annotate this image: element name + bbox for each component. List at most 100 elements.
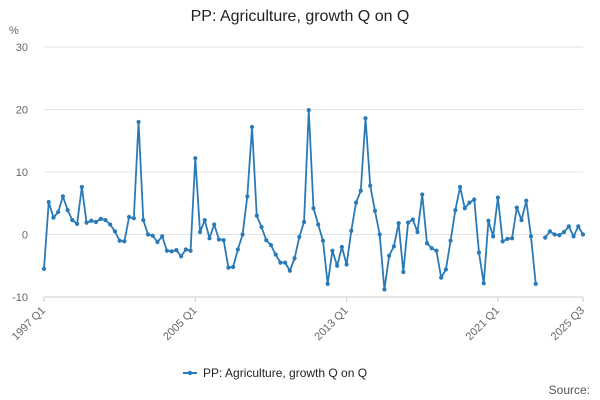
data-point [193, 156, 198, 161]
data-point [197, 229, 203, 235]
data-point [188, 248, 193, 253]
data-point [429, 246, 434, 251]
data-point [552, 232, 557, 237]
data-point [164, 248, 170, 253]
y-axis-unit: % [9, 25, 19, 37]
data-point [145, 232, 151, 237]
data-point [98, 216, 103, 221]
data-point [41, 266, 47, 271]
data-point [339, 244, 344, 250]
data-point [576, 224, 581, 229]
data-point [410, 217, 415, 222]
data-point [439, 275, 444, 280]
data-point [216, 237, 222, 242]
data-point [108, 222, 113, 227]
data-point [183, 247, 188, 252]
data-point [51, 215, 56, 220]
data-point [363, 116, 368, 121]
data-point [415, 229, 420, 235]
data-point [202, 218, 207, 223]
data-point [353, 200, 359, 205]
data-point [571, 234, 576, 239]
y-tick-label: 0 [22, 230, 28, 242]
data-point [160, 234, 165, 239]
data-point [301, 219, 307, 225]
data-point [127, 214, 132, 220]
data-point [472, 197, 477, 202]
data-point [70, 218, 75, 223]
data-point [79, 184, 84, 190]
data-point [561, 229, 567, 235]
data-point [169, 249, 174, 254]
data-point [231, 264, 236, 270]
data-point [46, 199, 51, 205]
data-point [278, 260, 283, 265]
data-point [212, 222, 217, 227]
data-point [557, 233, 562, 238]
data-point [434, 248, 439, 253]
data-point [349, 228, 354, 233]
y-tick-label: 10 [16, 167, 28, 179]
data-point [491, 234, 496, 239]
data-point [65, 208, 70, 213]
data-point [448, 238, 453, 243]
data-point [316, 222, 321, 227]
data-point [467, 200, 472, 205]
data-point [377, 232, 382, 237]
data-point [344, 262, 349, 267]
data-point [249, 124, 255, 130]
x-tick-label: 2013 Q1 [312, 305, 350, 343]
data-point [495, 195, 500, 200]
data-point [268, 243, 274, 248]
data-point [457, 184, 463, 190]
x-tick-label: 2025 Q3 [549, 305, 587, 343]
data-point [524, 198, 529, 203]
data-point [528, 234, 534, 239]
data-point [330, 248, 335, 253]
data-point [122, 239, 127, 244]
data-point [481, 281, 486, 286]
data-point [580, 232, 586, 237]
data-point [240, 232, 245, 237]
data-point [60, 194, 66, 199]
legend-label: PP: Agriculture, growth Q on Q [203, 366, 367, 380]
data-point [287, 268, 292, 273]
data-point [462, 206, 467, 211]
legend-marker [187, 370, 193, 376]
y-tick-label: 20 [16, 105, 28, 117]
data-point [396, 221, 401, 226]
data-point [358, 188, 363, 193]
data-point [254, 213, 259, 218]
data-point [117, 238, 122, 243]
data-point [235, 247, 240, 252]
data-point [424, 241, 430, 246]
x-tick-label: 1997 Q1 [10, 305, 48, 343]
data-point [420, 192, 425, 197]
data-point [500, 239, 505, 244]
data-point [533, 281, 538, 286]
data-point [543, 235, 548, 240]
data-point [273, 252, 278, 257]
x-tick-label: 2005 Q1 [161, 305, 199, 343]
data-point [443, 267, 448, 272]
data-point [509, 236, 515, 241]
data-point [245, 194, 250, 199]
data-point [84, 220, 89, 225]
data-point [547, 229, 553, 234]
data-point [155, 239, 160, 245]
data-point [221, 238, 226, 243]
y-tick-label: 30 [16, 42, 28, 54]
data-point [283, 260, 288, 265]
data-point [476, 250, 482, 255]
data-point [141, 218, 146, 223]
data-point [514, 205, 519, 210]
data-point [131, 216, 136, 221]
x-tick-label: 2021 Q1 [464, 305, 502, 343]
data-point [297, 234, 302, 240]
data-point [207, 236, 212, 241]
data-point [259, 224, 264, 230]
source-label: Source: [549, 383, 590, 397]
data-point [226, 265, 231, 270]
